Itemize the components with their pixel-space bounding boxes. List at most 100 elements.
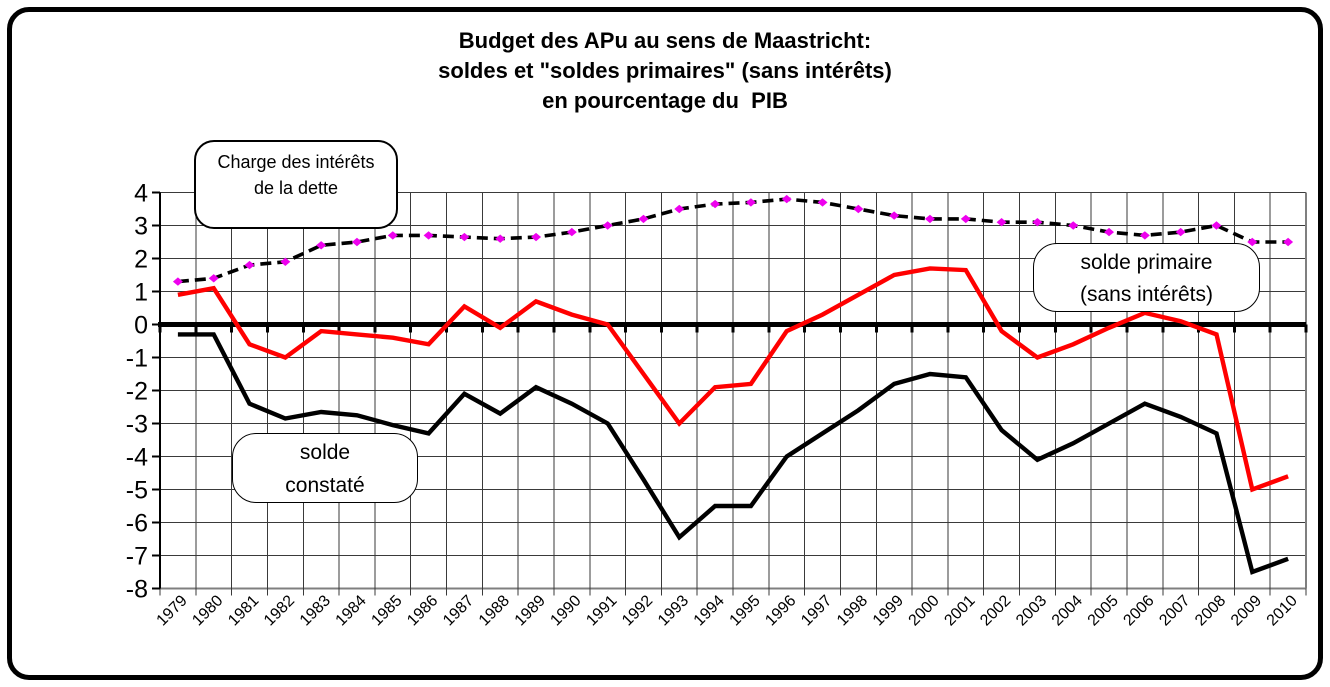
y-axis-label: -8 (126, 576, 148, 604)
y-axis-label: -7 (126, 543, 148, 571)
x-axis-label: 2008 (1192, 592, 1229, 629)
diamond-marker (710, 199, 721, 209)
diamond-marker (316, 241, 327, 250)
x-axis-label: 1996 (762, 592, 799, 629)
diamond-marker (781, 194, 792, 204)
diamond-marker (172, 277, 183, 286)
chart-title: Budget des APu au sens de Maastricht: so… (0, 26, 1330, 116)
callout-balance-line2: constaté (285, 474, 365, 497)
y-axis-label: -4 (126, 444, 148, 472)
x-axis-label: 1985 (368, 592, 405, 629)
x-axis-label: 1983 (297, 592, 334, 629)
x-axis-label: 2010 (1264, 592, 1301, 629)
diamond-marker (1283, 237, 1294, 247)
diamond-marker (1175, 227, 1186, 237)
chart-title-line3: en pourcentage du PIB (542, 88, 788, 113)
diamond-marker (1211, 221, 1222, 230)
x-axis-label: 1982 (261, 592, 298, 629)
diamond-marker (423, 231, 434, 240)
x-axis-label: 2002 (977, 592, 1014, 629)
diamond-marker (1139, 231, 1150, 240)
y-axis (152, 191, 161, 590)
diamond-marker (674, 204, 685, 214)
diamond-marker (853, 204, 864, 214)
x-axis-label: 1984 (333, 592, 370, 629)
diamond-marker (817, 198, 828, 207)
chart-title-line2: soldes et "soldes primaires" (sans intér… (438, 58, 892, 83)
diamond-marker (531, 232, 542, 242)
outer-rounded-border (7, 7, 1323, 680)
x-axis-label: 2009 (1228, 592, 1265, 629)
x-axis-label: 2006 (1120, 592, 1157, 629)
diamond-marker (495, 234, 506, 243)
x-axis-label: 2004 (1049, 592, 1086, 629)
callout-balance-line1: solde (299, 441, 351, 464)
x-axis-label: 2001 (941, 592, 978, 629)
y-axis-label: -6 (126, 510, 148, 538)
diamond-marker (889, 211, 900, 220)
y-axis-label: -2 (126, 378, 148, 406)
x-axis-label: 1997 (798, 592, 835, 629)
y-axis-label: 2 (134, 246, 148, 274)
series-recorded-balance-line (177, 332, 1289, 575)
bottom-axis-ticks (159, 588, 1307, 596)
chart-title-line1: Budget des APu au sens de Maastricht: (458, 28, 872, 53)
diamond-marker (996, 218, 1007, 227)
callout-primary-line1: solde primaire (1080, 251, 1213, 274)
diamond-marker (459, 232, 470, 242)
series-interest-charge-markers (172, 194, 1294, 286)
y-axis-label: 3 (134, 213, 148, 241)
x-axis-labels: 1979198019811982198319841985198619871988… (154, 592, 1301, 629)
grid-lines (159, 192, 1307, 590)
x-axis-label: 1991 (583, 592, 620, 629)
x-axis-label: 1994 (691, 592, 728, 629)
diamond-marker (566, 227, 577, 237)
x-axis-label: 1989 (512, 592, 549, 629)
x-axis-label: 1981 (225, 592, 262, 629)
callout-interest-line1: Charge des intérêts (217, 152, 375, 172)
diamond-marker (244, 260, 255, 270)
diamond-marker (745, 198, 756, 207)
series-interest-charge-line (177, 197, 1289, 284)
x-axis-label: 2005 (1085, 592, 1122, 629)
x-axis-label: 1998 (834, 592, 871, 629)
diamond-marker (1247, 237, 1258, 247)
y-axis-label: -3 (126, 411, 148, 439)
callout-primary-balance: solde primaire (sans intérêts) (1033, 243, 1260, 312)
x-axis-label: 1986 (404, 592, 441, 629)
x-axis-label: 2007 (1156, 592, 1193, 629)
diamond-marker (1104, 227, 1115, 237)
y-axis-label: -5 (126, 477, 148, 505)
x-axis-label: 1993 (655, 592, 692, 629)
diamond-marker (602, 221, 613, 230)
y-axis-labels: 4 3 2 1 0 -1 -2 -3 -4 -5 -6 -7 -8 (126, 180, 148, 604)
x-axis-label: 1979 (154, 592, 191, 629)
x-axis-label: 1987 (440, 592, 477, 629)
y-axis-label: 1 (134, 279, 148, 307)
callout-primary-line2: (sans intérêts) (1079, 283, 1214, 306)
x-axis-label: 1990 (547, 592, 584, 629)
series-primary-balance-line (177, 266, 1289, 493)
callout-recorded-balance: solde constaté (232, 433, 418, 503)
diamond-marker (1068, 221, 1079, 230)
x-axis-label: 1999 (870, 592, 907, 629)
x-axis-label: 1980 (189, 592, 226, 629)
x-axis-label: 1988 (476, 592, 513, 629)
diamond-marker (280, 257, 291, 266)
diamond-marker (387, 231, 398, 240)
x-axis-label: 2000 (906, 592, 943, 629)
diamond-marker (960, 214, 971, 224)
callout-interest-charge: Charge des intérêts de la dette (194, 140, 398, 229)
x-axis-label: 2003 (1013, 592, 1050, 629)
x-axis-label: 1995 (727, 592, 764, 629)
diamond-marker (351, 237, 362, 247)
x-axis-label: 1992 (619, 592, 656, 629)
y-axis-label: -1 (126, 345, 148, 373)
diamond-marker (638, 214, 649, 224)
diamond-marker (208, 274, 219, 283)
y-axis-label: 4 (134, 180, 148, 208)
y-axis-label: 0 (134, 312, 148, 340)
callout-interest-line2: de la dette (253, 178, 339, 198)
